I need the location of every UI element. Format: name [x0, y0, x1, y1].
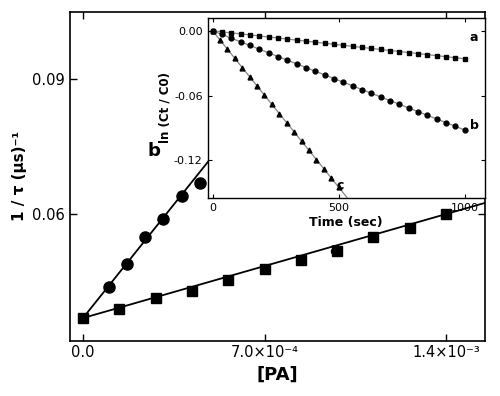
X-axis label: Time (sec): Time (sec) — [310, 216, 383, 228]
Text: b: b — [470, 119, 478, 132]
Y-axis label: ln (Ct / C0): ln (Ct / C0) — [158, 72, 171, 143]
Text: a: a — [470, 31, 478, 44]
Text: a: a — [330, 241, 342, 259]
Text: b: b — [148, 142, 160, 160]
Text: c: c — [336, 179, 344, 192]
X-axis label: [PA]: [PA] — [256, 366, 298, 384]
Y-axis label: 1 / τ (μs)⁻¹: 1 / τ (μs)⁻¹ — [12, 131, 27, 221]
